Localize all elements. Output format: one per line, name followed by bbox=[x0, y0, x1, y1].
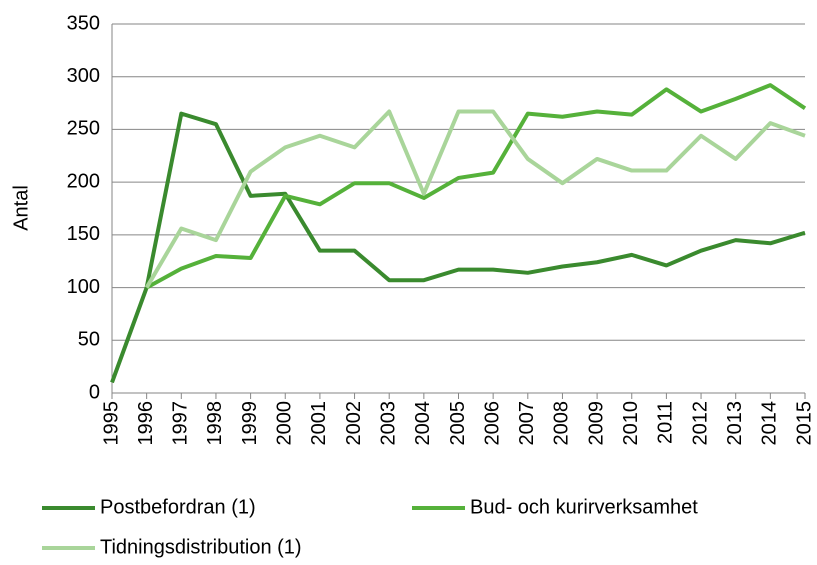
legend-label: Tidningsdistribution (1) bbox=[100, 536, 302, 558]
series-line bbox=[110, 111, 806, 384]
x-tick-label: 2010 bbox=[620, 401, 642, 446]
y-tick-label: 300 bbox=[67, 65, 100, 87]
series-line bbox=[145, 83, 807, 290]
x-tick-label: 1996 bbox=[135, 401, 157, 446]
x-tick-label: 1998 bbox=[204, 401, 226, 446]
x-tick-label: 2000 bbox=[274, 401, 296, 446]
x-tick-label: 2005 bbox=[447, 401, 469, 446]
y-tick-label: 200 bbox=[67, 170, 100, 192]
x-tick-label: 2015 bbox=[793, 401, 815, 446]
x-tick-label: 2006 bbox=[481, 401, 503, 446]
y-axis-label: Antal bbox=[10, 185, 32, 231]
y-tick-label: 350 bbox=[67, 12, 100, 34]
x-tick-label: 1999 bbox=[239, 401, 261, 446]
x-tick-label: 2004 bbox=[412, 401, 434, 446]
legend-label: Postbefordran (1) bbox=[100, 496, 256, 518]
x-tick-label: 2003 bbox=[377, 401, 399, 446]
y-tick-label: 250 bbox=[67, 118, 100, 140]
y-tick-label: 100 bbox=[67, 276, 100, 298]
x-tick-label: 2002 bbox=[343, 401, 365, 446]
x-tick-label: 2011 bbox=[655, 401, 677, 444]
x-tick-label: 2008 bbox=[551, 401, 573, 446]
x-tick-label: 2014 bbox=[759, 401, 781, 446]
x-tick-label: 2012 bbox=[689, 401, 711, 446]
x-tick-label: 2007 bbox=[516, 401, 538, 446]
y-tick-label: 50 bbox=[78, 329, 100, 351]
legend-label: Bud- och kurirverksamhet bbox=[470, 496, 698, 518]
x-tick-label: 1997 bbox=[170, 401, 192, 446]
y-tick-label: 150 bbox=[67, 223, 100, 245]
x-tick-label: 2013 bbox=[724, 401, 746, 446]
y-tick-label: 0 bbox=[89, 381, 100, 403]
x-tick-label: 2001 bbox=[308, 401, 330, 446]
x-tick-label: 2009 bbox=[585, 401, 607, 446]
series-line bbox=[144, 109, 806, 289]
x-tick-label: 1995 bbox=[100, 401, 122, 446]
